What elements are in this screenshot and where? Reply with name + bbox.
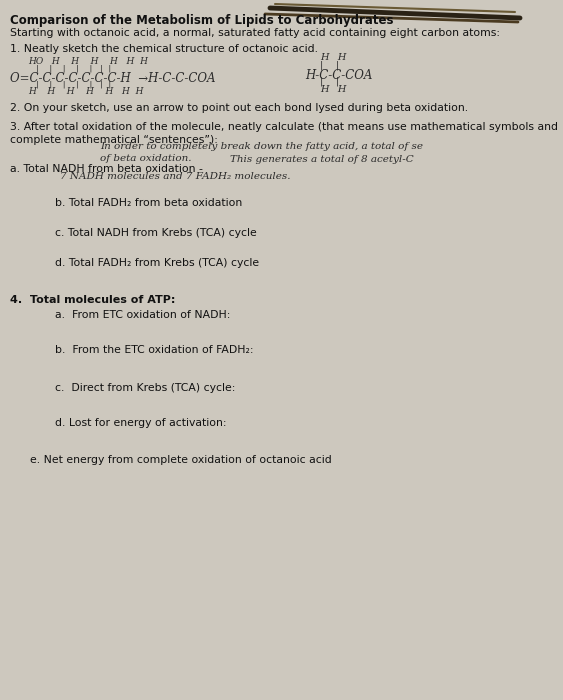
Text: H   H: H H [320, 53, 346, 62]
Text: b. Total FADH₂ from beta oxidation: b. Total FADH₂ from beta oxidation [55, 198, 242, 208]
Text: 1. Neatly sketch the chemical structure of octanoic acid.: 1. Neatly sketch the chemical structure … [10, 44, 318, 54]
Text: In order to completely break down the fatty acid, a total of se: In order to completely break down the fa… [100, 142, 423, 151]
Text: HO   H    H    H    H   H  H: HO H H H H H H [28, 57, 148, 66]
Text: c. Total NADH from Krebs (TCA) cycle: c. Total NADH from Krebs (TCA) cycle [55, 228, 257, 238]
Text: a. Total NADH from beta oxidation -: a. Total NADH from beta oxidation - [10, 164, 207, 174]
Text: 4.  Total molecules of ATP:: 4. Total molecules of ATP: [10, 295, 176, 305]
Text: complete mathematical “sentences”):: complete mathematical “sentences”): [10, 135, 218, 145]
Text: This generates a total of 8 acetyl-C: This generates a total of 8 acetyl-C [230, 155, 414, 164]
Text: a.  From ETC oxidation of NADH:: a. From ETC oxidation of NADH: [55, 310, 230, 320]
Text: H   H: H H [320, 85, 346, 94]
Text: |    |: | | [320, 77, 339, 87]
Text: 2. On your sketch, use an arrow to point out each bond lysed during beta oxidati: 2. On your sketch, use an arrow to point… [10, 103, 468, 113]
Text: d. Total FADH₂ from Krebs (TCA) cycle: d. Total FADH₂ from Krebs (TCA) cycle [55, 258, 259, 268]
Text: Comparison of the Metabolism of Lipids to Carbohydrates: Comparison of the Metabolism of Lipids t… [10, 14, 394, 27]
Text: b.  From the ETC oxidation of FADH₂:: b. From the ETC oxidation of FADH₂: [55, 345, 253, 355]
Text: c.  Direct from Krebs (TCA) cycle:: c. Direct from Krebs (TCA) cycle: [55, 383, 235, 393]
Text: H    H    H    H    H   H  H: H H H H H H H [28, 87, 144, 96]
Text: Starting with octanoic acid, a normal, saturated fatty acid containing eight car: Starting with octanoic acid, a normal, s… [10, 28, 500, 38]
Text: of beta oxidation.: of beta oxidation. [100, 154, 191, 163]
Text: e. Net energy from complete oxidation of octanoic acid: e. Net energy from complete oxidation of… [30, 455, 332, 465]
Text: |    |    |    |    |   |  |: | | | | | | | [36, 80, 111, 88]
Text: 3. After total oxidation of the molecule, neatly calculate (that means use mathe: 3. After total oxidation of the molecule… [10, 122, 558, 132]
Text: |    |    |    |    |   |  |: | | | | | | | [36, 65, 111, 73]
Text: d. Lost for energy of activation:: d. Lost for energy of activation: [55, 418, 226, 428]
Text: H-C-C-COA: H-C-C-COA [305, 69, 372, 82]
Text: |    |: | | [320, 61, 339, 71]
Text: O=C-C-C-C-C-C-C-H  →H-C-C-COA: O=C-C-C-C-C-C-C-H →H-C-C-COA [10, 72, 216, 85]
Text: 7 NADH molecules and 7 FADH₂ molecules.: 7 NADH molecules and 7 FADH₂ molecules. [60, 172, 291, 181]
